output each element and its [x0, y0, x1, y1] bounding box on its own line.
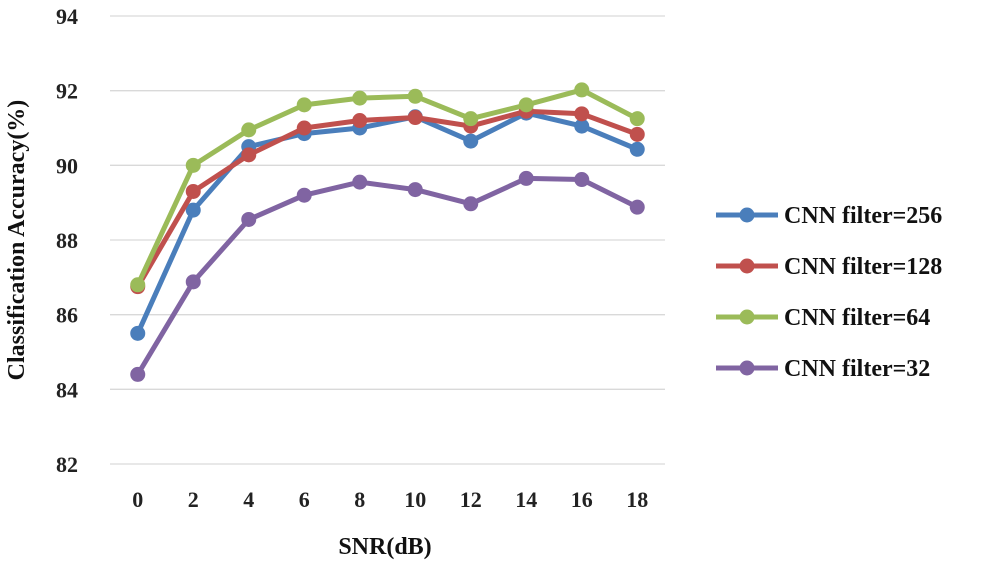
data-point [130, 325, 146, 341]
legend-item: CNN filter=64 [716, 305, 930, 331]
data-point [463, 133, 479, 149]
series-line [135, 108, 640, 290]
x-tick-label: 2 [188, 487, 199, 512]
x-tick-label: 10 [404, 487, 426, 512]
y-tick-label: 94 [56, 4, 78, 29]
data-point [629, 126, 645, 142]
legend-marker [739, 360, 755, 376]
legend-marker [739, 258, 755, 274]
data-point [407, 182, 423, 198]
y-tick-label: 88 [56, 228, 78, 253]
data-point [185, 274, 201, 290]
data-point [518, 97, 534, 113]
data-point [574, 172, 590, 188]
legend-label: CNN filter=32 [784, 356, 930, 382]
gridlines [110, 15, 665, 465]
x-tick-label: 12 [460, 487, 482, 512]
y-tick-label: 92 [56, 79, 78, 104]
legend-item: CNN filter=128 [716, 254, 942, 280]
data-point [407, 88, 423, 104]
x-tick-label: 0 [132, 487, 143, 512]
y-axis-title: Classification Accuracy(%) [4, 100, 30, 381]
data-point [296, 97, 312, 113]
y-axis-ticks: 82 84 86 88 90 92 94 [56, 4, 78, 477]
data-point [463, 111, 479, 127]
data-point [574, 82, 590, 98]
series-line [135, 110, 640, 336]
x-tick-label: 14 [515, 487, 537, 512]
legend-label: CNN filter=128 [784, 254, 942, 280]
data-point [407, 110, 423, 126]
data-point [130, 277, 146, 293]
data-point [629, 199, 645, 215]
legend-marker [739, 207, 755, 223]
data-point [185, 183, 201, 199]
legend-item: CNN filter=32 [716, 356, 930, 382]
legend-label: CNN filter=64 [784, 305, 930, 331]
x-axis-title: SNR(dB) [338, 534, 431, 560]
data-point [296, 187, 312, 203]
series-lines [130, 82, 645, 382]
data-point [352, 174, 368, 190]
legend-item: CNN filter=256 [716, 203, 942, 229]
series-3 [130, 170, 645, 382]
data-point [352, 113, 368, 129]
x-tick-label: 8 [354, 487, 365, 512]
data-point [629, 141, 645, 157]
x-tick-label: 4 [243, 487, 254, 512]
series-2 [130, 82, 645, 293]
data-point [241, 122, 257, 138]
data-point [629, 111, 645, 127]
series-0 [130, 105, 645, 341]
x-tick-label: 6 [299, 487, 310, 512]
data-point [352, 90, 368, 106]
legend: CNN filter=256 CNN filter=128 CNN filter=6… [716, 203, 942, 382]
data-point [241, 211, 257, 227]
data-point [185, 202, 201, 218]
y-tick-label: 82 [56, 452, 78, 477]
x-tick-label: 16 [571, 487, 593, 512]
data-point [574, 106, 590, 122]
y-tick-label: 90 [56, 153, 78, 178]
x-axis-ticks: 0 2 4 6 8 10 12 14 16 18 [132, 487, 648, 512]
series-line [135, 175, 640, 377]
data-point [574, 118, 590, 134]
data-point [518, 170, 534, 186]
data-point [130, 366, 146, 382]
legend-label: CNN filter=256 [784, 203, 942, 229]
data-point [241, 147, 257, 163]
x-tick-label: 18 [626, 487, 648, 512]
data-point [463, 196, 479, 212]
legend-marker [739, 309, 755, 325]
y-tick-label: 84 [56, 377, 78, 402]
data-point [296, 120, 312, 136]
series-line [135, 87, 640, 288]
data-point [185, 157, 201, 173]
y-tick-label: 86 [56, 303, 78, 328]
